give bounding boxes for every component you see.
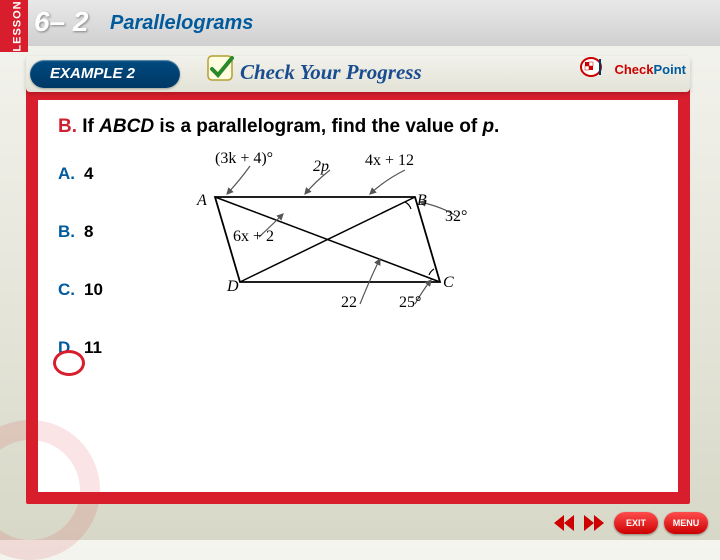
chapter-number: 6– 2	[34, 6, 89, 38]
vertex-c: C	[443, 274, 454, 292]
footer-nav: EXIT MENU	[550, 512, 708, 534]
checkpoint-icon	[580, 56, 610, 83]
exit-button[interactable]: EXIT	[614, 512, 658, 534]
vertex-b: B	[417, 192, 427, 210]
expr-bottom-mid: 22	[341, 294, 357, 312]
page-title: Parallelograms	[110, 12, 253, 35]
vertex-a: A	[197, 192, 207, 210]
expr-right: 32°	[445, 208, 467, 226]
question-text: B. If ABCD is a parallelogram, find the …	[58, 116, 658, 138]
expr-left: 6x + 2	[233, 228, 274, 246]
next-button[interactable]	[582, 512, 608, 534]
check-your-progress: Check Your Progress	[240, 60, 422, 85]
checkpoint-badge: CheckPoint	[580, 56, 686, 83]
checkpoint-text: CheckPoint	[614, 62, 686, 77]
example-pill: EXAMPLE 2	[30, 60, 180, 88]
lesson-label: LESSON	[12, 0, 24, 51]
choice-a[interactable]: A.4	[58, 164, 103, 184]
choice-c[interactable]: C.10	[58, 280, 103, 300]
checkmark-icon	[206, 54, 234, 82]
vertex-d: D	[227, 278, 239, 296]
expr-top-left: (3k + 4)°	[215, 150, 273, 168]
expr-bottom-right: 25°	[399, 294, 421, 312]
question-lead: B.	[58, 116, 77, 137]
header-band	[0, 0, 720, 46]
lesson-tab: LESSON	[0, 0, 28, 52]
prev-button[interactable]	[550, 512, 576, 534]
expr-top-mid: 2p	[313, 158, 329, 176]
correct-answer-ring	[53, 350, 85, 376]
expr-top-right: 4x + 12	[365, 152, 414, 170]
parallelogram-diagram: A B C D (3k + 4)° 2p 4x + 12 32° 6x + 2 …	[155, 152, 475, 322]
menu-button[interactable]: MENU	[664, 512, 708, 534]
choice-b[interactable]: B.8	[58, 222, 103, 242]
